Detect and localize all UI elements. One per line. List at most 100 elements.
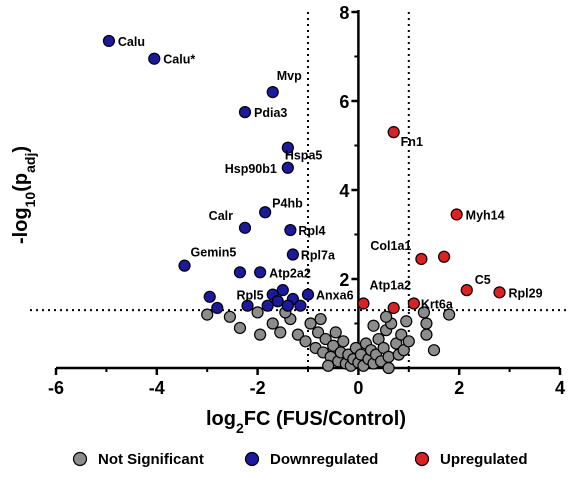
gene-label: Hsp90b1 bbox=[225, 162, 277, 176]
upregulated-point bbox=[460, 284, 473, 297]
gene-label: Rpl4 bbox=[298, 224, 325, 238]
gene-label: Atp1a2 bbox=[369, 278, 411, 292]
gene-label: Mvp bbox=[277, 69, 302, 83]
upregulated-point bbox=[407, 297, 420, 310]
downregulated-point bbox=[284, 223, 297, 237]
gene-label: P4hb bbox=[272, 196, 303, 210]
gene-label: Atp2a2 bbox=[269, 266, 311, 280]
downregulated-point bbox=[102, 34, 116, 48]
not-significant-point bbox=[417, 306, 431, 319]
x-tick-label: -2 bbox=[250, 378, 266, 398]
legend-marker bbox=[414, 451, 430, 467]
legend-label: Downregulated bbox=[270, 451, 378, 468]
legend-marker bbox=[72, 451, 88, 467]
upregulated-point bbox=[493, 286, 506, 299]
legend-label: Upregulated bbox=[440, 451, 528, 468]
gene-label: Rpl7a bbox=[301, 249, 336, 263]
not-significant-point bbox=[400, 315, 413, 328]
not-significant-point bbox=[420, 328, 433, 341]
downregulated-point bbox=[301, 288, 315, 301]
downregulated-point bbox=[211, 301, 224, 315]
not-significant-point bbox=[329, 326, 342, 339]
not-significant-point bbox=[266, 317, 279, 330]
y-tick-label: 2 bbox=[339, 270, 349, 290]
not-significant-point bbox=[327, 339, 340, 352]
gene-label: Pdia3 bbox=[254, 106, 287, 120]
not-significant-point bbox=[201, 308, 214, 321]
not-significant-point bbox=[319, 332, 332, 346]
downregulated-point bbox=[178, 259, 191, 272]
x-tick-label: 2 bbox=[454, 378, 464, 398]
not-significant-point bbox=[427, 344, 441, 357]
downregulated-point bbox=[281, 141, 294, 154]
downregulated-point bbox=[294, 299, 307, 312]
downregulated-point bbox=[281, 161, 294, 174]
downregulated-point bbox=[286, 248, 299, 261]
y-tick-label: 6 bbox=[339, 92, 349, 112]
downregulated-point bbox=[238, 106, 252, 119]
not-significant-point bbox=[274, 326, 287, 339]
gene-labels: Calu Calu* Mvp Pdia3 Hspa5 Hsp90b1 P4hb Calr Rpl… bbox=[118, 35, 543, 312]
downregulated-point bbox=[238, 221, 252, 234]
gene-label: Col1a1 bbox=[370, 239, 411, 253]
gene-label: Calu bbox=[118, 35, 145, 49]
x-tick-label: -4 bbox=[149, 378, 165, 398]
not-significant-point bbox=[382, 361, 395, 375]
not-significant-point bbox=[233, 321, 247, 335]
downregulated-point bbox=[261, 299, 274, 312]
downregulated-point bbox=[233, 266, 247, 279]
x-tick-label: 0 bbox=[353, 378, 363, 398]
downregulated-point bbox=[266, 85, 279, 99]
downregulated-point bbox=[271, 295, 284, 308]
downregulated-point bbox=[281, 299, 294, 312]
gene-label: Fn1 bbox=[401, 135, 423, 149]
gene-label: Hspa5 bbox=[285, 149, 323, 163]
legend: Not Significant Downregulated Upregulated bbox=[72, 451, 528, 468]
not-significant-point bbox=[314, 312, 327, 326]
x-axis-title: log2FC (FUS/Control) bbox=[206, 408, 406, 436]
not-significant-point bbox=[299, 335, 312, 348]
gene-label: Gemin5 bbox=[191, 246, 237, 260]
not-significant-point bbox=[337, 335, 350, 348]
threshold-lines bbox=[30, 12, 566, 368]
upregulated-point bbox=[387, 126, 400, 139]
not-significant-point bbox=[223, 310, 236, 323]
not-significant-point bbox=[443, 308, 456, 321]
gene-label: Rpl29 bbox=[509, 286, 543, 300]
x-tick-label: 4 bbox=[555, 378, 565, 398]
upregulated-point bbox=[437, 250, 451, 263]
downregulated-point bbox=[241, 299, 254, 312]
legend-marker bbox=[244, 451, 260, 467]
not-significant-point bbox=[367, 319, 380, 332]
downregulated-point bbox=[254, 266, 267, 279]
not-significant-point bbox=[291, 328, 305, 341]
not-significant-point bbox=[254, 328, 267, 341]
not-significant-point bbox=[420, 317, 433, 330]
data-points bbox=[102, 34, 506, 375]
gene-label: Anxa6 bbox=[316, 289, 354, 303]
downregulated-point bbox=[276, 284, 289, 297]
downregulated-point bbox=[203, 290, 216, 303]
y-axis-title: -log10(padj) bbox=[10, 146, 38, 244]
upregulated-point bbox=[415, 252, 428, 266]
gene-label: Myh14 bbox=[466, 208, 505, 222]
not-significant-point bbox=[380, 310, 393, 323]
gene-label: Calr bbox=[209, 209, 233, 223]
downregulated-point bbox=[259, 206, 272, 219]
gene-label: Krt6a bbox=[421, 297, 454, 311]
not-significant-point bbox=[402, 335, 415, 348]
downregulated-point bbox=[148, 52, 161, 65]
axes: -6 -4 -2 0 2 4 2 4 6 8 bbox=[48, 3, 565, 398]
not-significant-point bbox=[382, 350, 395, 363]
not-significant-point bbox=[251, 306, 264, 319]
not-significant-point bbox=[395, 328, 408, 341]
not-significant-point bbox=[311, 326, 325, 339]
gene-label: C5 bbox=[475, 273, 491, 287]
upregulated-point bbox=[387, 301, 400, 315]
gene-label: Calu* bbox=[163, 53, 195, 67]
not-significant-point bbox=[304, 317, 317, 330]
upregulated-point bbox=[357, 297, 370, 310]
not-significant-point bbox=[322, 359, 335, 372]
y-tick-label: 8 bbox=[339, 3, 349, 23]
